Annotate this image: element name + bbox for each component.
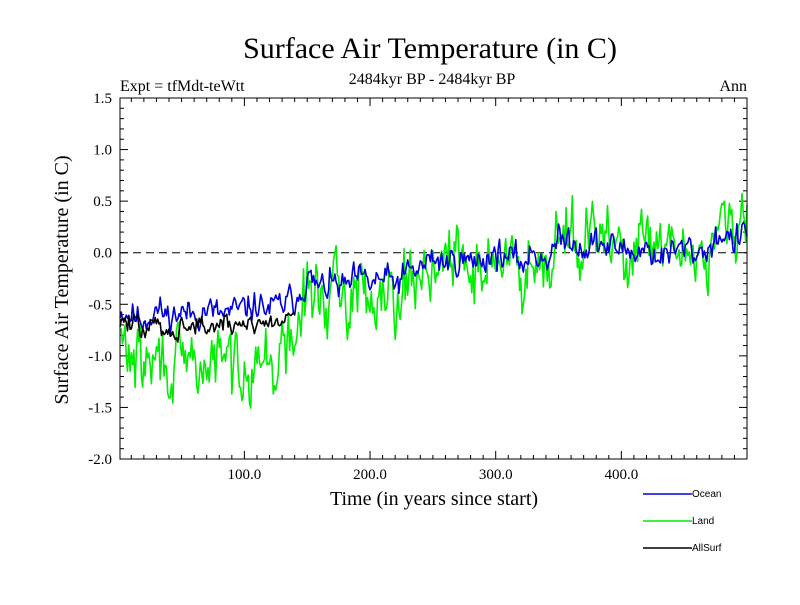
y-axis-label: Surface Air Temperature (in C): [51, 155, 73, 404]
series-line-land: [119, 192, 748, 409]
plot-frame: [119, 97, 748, 460]
x-ticks-layer: 100.0 200.0 300.0 400.0: [130, 98, 735, 483]
series-layer: [119, 192, 748, 409]
season-label: Ann: [719, 78, 747, 95]
x-tick-label: 200.0: [353, 467, 387, 483]
y-tick-label: 0.5: [93, 194, 112, 210]
y-tick-label: -2.0: [88, 452, 112, 468]
y-tick-label: 1.0: [93, 143, 112, 159]
y-tick-label: 1.5: [93, 91, 112, 107]
y-tick-label: 0.0: [93, 246, 112, 262]
y-tick-label: -0.5: [88, 297, 112, 313]
series-line-ocean: [119, 222, 748, 338]
y-tick-label: -1.5: [88, 400, 112, 416]
legend-label-land: Land: [692, 516, 714, 527]
chart-title: Surface Air Temperature (in C): [243, 32, 617, 65]
x-tick-label: 300.0: [479, 467, 513, 483]
x-tick-label: 400.0: [604, 467, 638, 483]
experiment-label: Expt = tfMdt-teWtt: [120, 78, 245, 95]
y-tick-label: -1.0: [88, 349, 112, 365]
legend: Ocean Land AllSurf: [643, 489, 722, 554]
legend-label-allsurf: AllSurf: [692, 543, 722, 554]
y-ticks-layer: -2.0 -1.5 -1.0 -0.5 0.0 0.5 1.0 1.5: [88, 91, 747, 468]
x-axis-label: Time (in years since start): [330, 488, 538, 510]
legend-label-ocean: Ocean: [692, 489, 721, 500]
chart-subtitle: 2484kyr BP - 2484kyr BP: [349, 71, 516, 88]
series-line-allsurf: [119, 311, 296, 343]
x-tick-label: 100.0: [228, 467, 262, 483]
